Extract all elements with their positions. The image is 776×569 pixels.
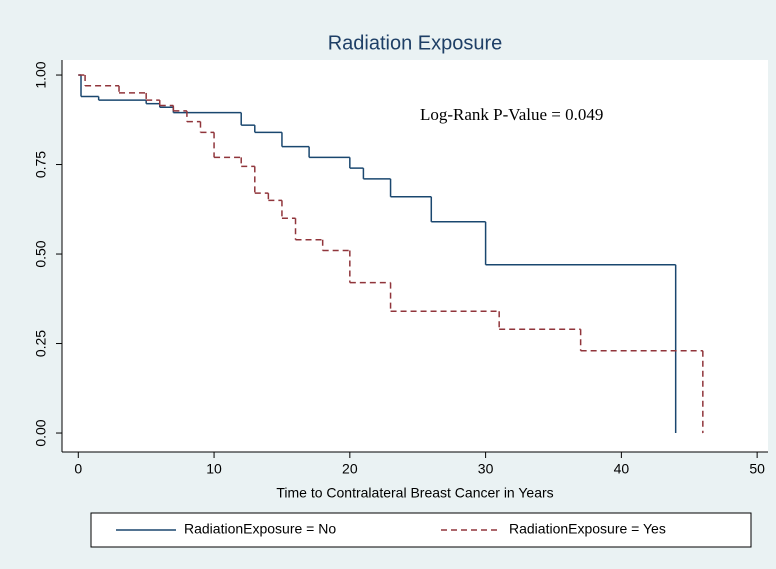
x-tick-label: 10 <box>206 461 222 477</box>
y-tick-label: 0.50 <box>33 240 49 267</box>
x-axis-title: Time to Contralateral Breast Cancer in Y… <box>276 485 553 501</box>
x-tick-label: 50 <box>749 461 765 477</box>
legend-label: RadiationExposure = No <box>184 521 336 537</box>
y-tick-label: 0.25 <box>33 330 49 357</box>
plot-area <box>62 60 768 452</box>
legend-label: RadiationExposure = Yes <box>509 521 666 537</box>
x-tick-label: 0 <box>74 461 82 477</box>
annotation: Log-Rank P-Value = 0.049 <box>420 105 603 124</box>
legend-box <box>90 512 752 548</box>
x-tick-label: 40 <box>614 461 630 477</box>
y-tick-label: 0.75 <box>33 151 49 178</box>
chart-title: Radiation Exposure <box>328 32 503 54</box>
x-tick-label: 20 <box>342 461 358 477</box>
x-tick-label: 30 <box>478 461 494 477</box>
y-tick-label: 1.00 <box>33 61 49 88</box>
y-tick-label: 0.00 <box>33 419 49 446</box>
